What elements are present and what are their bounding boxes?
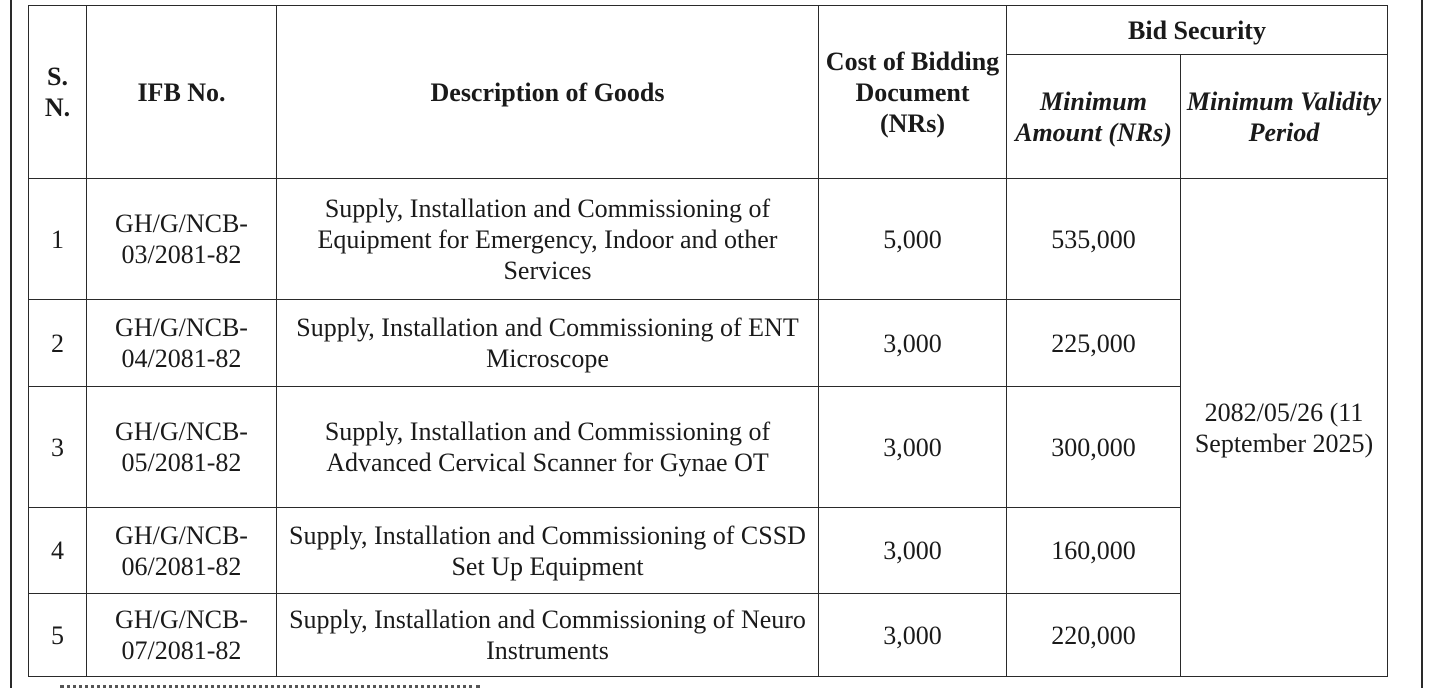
row-amount: 535,000: [1006, 178, 1181, 300]
row-ifb-no: GH/G/NCB-06/2081-82: [86, 507, 277, 594]
row-description: Supply, Installation and Commissioning o…: [276, 593, 819, 677]
ifb-table: S. N. IFB No. Description of Goods Cost …: [28, 5, 1388, 677]
row-cost: 3,000: [818, 593, 1007, 677]
header-bid-security: Bid Security: [1006, 5, 1388, 55]
header-ifb-no: IFB No.: [86, 5, 277, 179]
row-amount: 220,000: [1006, 593, 1181, 677]
row-ifb-no: GH/G/NCB-04/2081-82: [86, 299, 277, 387]
table-row: 1 GH/G/NCB-03/2081-82 Supply, Installati…: [28, 178, 1388, 677]
row-ifb-no: GH/G/NCB-07/2081-82: [86, 593, 277, 677]
row-description: Supply, Installation and Commissioning o…: [276, 299, 819, 387]
row-sn: 1: [28, 178, 87, 300]
table-row: 4 GH/G/NCB-06/2081-82 Supply, Installati…: [28, 507, 1388, 594]
table-row: 3 GH/G/NCB-05/2081-82 Supply, Installati…: [28, 386, 1388, 508]
header-description: Description of Goods: [276, 5, 819, 179]
row-cost: 5,000: [818, 178, 1007, 300]
row-amount: 160,000: [1006, 507, 1181, 594]
row-ifb-no: GH/G/NCB-03/2081-82: [86, 178, 277, 300]
row-sn: 3: [28, 386, 87, 508]
header-sn: S. N.: [28, 5, 87, 179]
row-amount: 300,000: [1006, 386, 1181, 508]
row-description: Supply, Installation and Commissioning o…: [276, 386, 819, 508]
header-cost: Cost of Bidding Document (NRs): [818, 5, 1007, 179]
table-row: 2 GH/G/NCB-04/2081-82 Supply, Installati…: [28, 299, 1388, 387]
row-cost: 3,000: [818, 386, 1007, 508]
row-cost: 3,000: [818, 507, 1007, 594]
page-frame: [10, 0, 1423, 688]
row-ifb-no: GH/G/NCB-05/2081-82: [86, 386, 277, 508]
row-sn: 4: [28, 507, 87, 594]
row-amount: 225,000: [1006, 299, 1181, 387]
header-minimum-validity: Minimum Validity Period: [1180, 54, 1388, 179]
validity-period: 2082/05/26 (11 September 2025): [1180, 178, 1388, 677]
row-sn: 2: [28, 299, 87, 387]
table-row: 5 GH/G/NCB-07/2081-82 Supply, Installati…: [28, 593, 1388, 677]
cropped-text-line: [60, 681, 480, 688]
row-description: Supply, Installation and Commissioning o…: [276, 507, 819, 594]
row-sn: 5: [28, 593, 87, 677]
header-minimum-amount: Minimum Amount (NRs): [1006, 54, 1181, 179]
row-cost: 3,000: [818, 299, 1007, 387]
row-description: Supply, Installation and Commissioning o…: [276, 178, 819, 300]
